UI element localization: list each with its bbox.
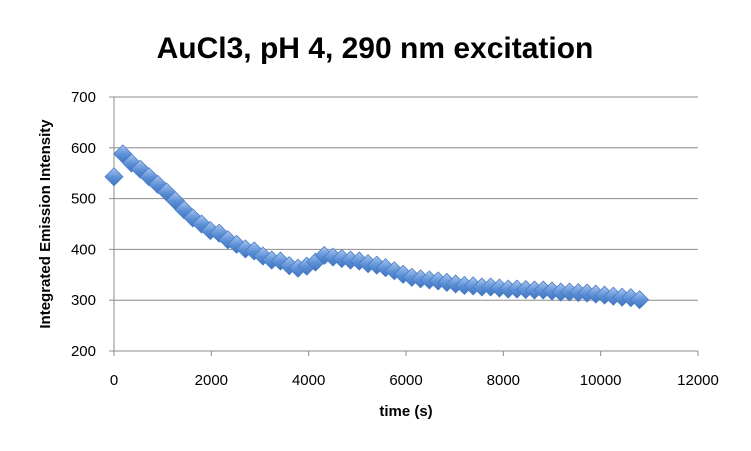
- x-tick-label: 4000: [292, 372, 325, 389]
- x-tick-label: 8000: [487, 372, 520, 389]
- data-point: [244, 241, 264, 261]
- y-tick-label: 400: [71, 241, 96, 258]
- y-tick-label: 500: [71, 191, 96, 208]
- y-tick-label: 700: [71, 89, 96, 106]
- x-tick-label: 12000: [677, 372, 719, 389]
- x-tick-label: 2000: [195, 372, 228, 389]
- chart-title: AuCl3, pH 4, 290 nm excitation: [157, 32, 594, 65]
- x-tick-label: 6000: [389, 372, 422, 389]
- y-tick-label: 600: [71, 140, 96, 157]
- y-tick-label: 200: [71, 343, 96, 360]
- y-tick-label: 300: [71, 292, 96, 309]
- x-axis-label: time (s): [379, 403, 432, 420]
- x-tick-label: 10000: [580, 372, 622, 389]
- x-tick-labels: 0 2000 4000 6000 8000 10000 12000: [110, 372, 719, 389]
- x-tick-label: 0: [110, 372, 118, 389]
- data-point: [104, 167, 124, 187]
- axes: [109, 96, 699, 356]
- y-tick-labels: 200 300 400 500 600 700: [71, 89, 96, 360]
- data-point: [630, 290, 650, 310]
- y-axis-label: Integrated Emission Intensity: [37, 119, 54, 329]
- data-points: [104, 144, 650, 310]
